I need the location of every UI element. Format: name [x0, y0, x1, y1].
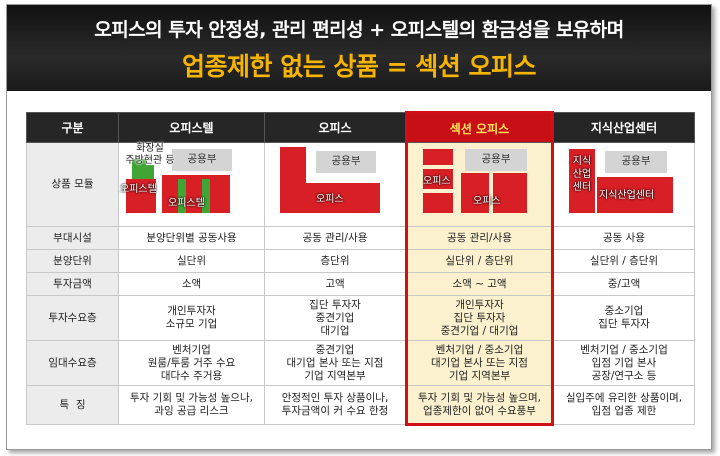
table-cell: 분양단위별 공동사용	[118, 226, 265, 250]
table-cell: 안정적인 투자 상품이나, 투자금액이 커 수요 한정	[264, 385, 407, 425]
unit-label: 오피스텔	[168, 198, 205, 209]
column-header-knowledge-center: 지식산업센터	[552, 112, 695, 143]
unit-label: 오피스텔	[120, 184, 157, 195]
column-header-category: 구분	[26, 112, 119, 143]
module-diagram-section-office: 공용부 오피스 오피스	[405, 142, 554, 227]
table-cell: 공동 관리/사용	[264, 226, 407, 250]
table-cell: 중/고액	[552, 272, 695, 296]
table-cell: 실입주에 유리한 상품이며, 입점 업종 제한	[552, 385, 695, 425]
module-diagram-office: 공용부 오피스	[264, 142, 407, 227]
row-label: 임대수요층	[26, 340, 119, 386]
table-row: 부대시설 분양단위별 공동사용 공동 관리/사용 공동 관리/사용 공동 사용	[26, 226, 695, 250]
table-header-row: 구분 오피스텔 오피스 섹션 오피스 지식산업센터	[26, 111, 695, 143]
table-row: 투자수요층 개인투자자 소규모 기업 집단 투자자 중견기업 대기업 개인투자자…	[26, 295, 695, 341]
table-cell: 실단위 / 층단위	[405, 249, 554, 273]
row-label: 투자금액	[26, 272, 119, 296]
table-cell: 중소기업 집단 투자자	[552, 295, 695, 341]
table-cell: 집단 투자자 중견기업 대기업	[264, 295, 407, 341]
row-label: 상품 모듈	[26, 142, 119, 227]
table-row: 투자금액 소액 고액 소액 ~ 고액 중/고액	[26, 272, 695, 296]
table-cell: 벤처기업 / 중소기업 대기업 본사 또는 지점 기업 지역본부	[405, 340, 554, 386]
row-label: 특 징	[26, 385, 119, 425]
table-cell: 개인투자자 집단 투자자 중견기업 / 대기업	[405, 295, 554, 341]
shared-area: 공용부	[465, 149, 527, 171]
table-row-module: 상품 모듈 공용부 화장실 주방현관 등 오피스텔 오피스텔	[26, 142, 695, 227]
table-cell: 실단위	[118, 249, 265, 273]
table-cell: 투자 기회 및 가능성 높으나, 과잉 공급 리스크	[118, 385, 265, 425]
banner-subheadline: 업종제한 없는 상품 = 섹션 오피스	[182, 52, 536, 81]
unit-label: 오피스	[316, 194, 344, 205]
shared-area: 공용부	[172, 149, 232, 171]
amenity-label: 화장실 주방현관 등	[125, 143, 175, 166]
table-cell: 층단위	[264, 249, 407, 273]
module-diagram-knowledge-center: 공용부 지식 산업 센터 지식산업센터	[552, 142, 695, 227]
row-label: 부대시설	[26, 226, 119, 250]
column-header-officetel: 오피스텔	[118, 112, 265, 143]
table-cell: 고액	[264, 272, 407, 296]
table-cell: 실단위 / 층단위	[552, 249, 695, 273]
table-cell: 소액 ~ 고액	[405, 272, 554, 296]
unit-label: 지식 산업 센터	[572, 156, 592, 193]
module-diagram-officetel: 공용부 화장실 주방현관 등 오피스텔 오피스텔	[118, 142, 265, 227]
table-cell: 공동 관리/사용	[405, 226, 554, 250]
shared-area: 공용부	[316, 151, 376, 173]
unit-label: 오피스	[473, 196, 501, 207]
table-cell: 중견기업 대기업 본사 또는 지점 기업 지역본부	[264, 340, 407, 386]
row-label: 분양단위	[26, 249, 119, 273]
table-cell: 개인투자자 소규모 기업	[118, 295, 265, 341]
shared-area: 공용부	[605, 151, 667, 173]
column-header-section-office: 섹션 오피스	[405, 111, 554, 143]
unit-label: 지식산업센터	[599, 190, 655, 201]
title-banner: 오피스의 투자 안정성, 관리 편리성 + 오피스텔의 환금성을 보유하며 업종…	[7, 5, 711, 91]
comparison-table: 구분 오피스텔 오피스 섹션 오피스 지식산업센터 상품 모듈	[26, 111, 695, 426]
table-cell: 벤처기업 / 중소기업 입점 기업 본사 공장/연구소 등	[552, 340, 695, 386]
unit-label: 오피스	[423, 176, 451, 187]
table-cell: 벤처기업 원룸/투룸 거주 수요 대다수 주거용	[118, 340, 265, 386]
table-cell: 투자 기회 및 가능성 높으며, 업종제한이 없어 수요풍부	[405, 385, 554, 426]
column-header-office: 오피스	[264, 112, 407, 143]
table-cell: 소액	[118, 272, 265, 296]
row-label: 투자수요층	[26, 295, 119, 341]
table-cell: 공동 사용	[552, 226, 695, 250]
comparison-infographic: 오피스의 투자 안정성, 관리 편리성 + 오피스텔의 환금성을 보유하며 업종…	[6, 4, 712, 450]
banner-headline: 오피스의 투자 안정성, 관리 편리성 + 오피스텔의 환금성을 보유하며	[94, 19, 624, 41]
table-row: 특 징 투자 기회 및 가능성 높으나, 과잉 공급 리스크 안정적인 투자 상…	[26, 385, 695, 426]
table-row: 임대수요층 벤처기업 원룸/투룸 거주 수요 대다수 주거용 중견기업 대기업 …	[26, 340, 695, 386]
table-row: 분양단위 실단위 층단위 실단위 / 층단위 실단위 / 층단위	[26, 249, 695, 273]
